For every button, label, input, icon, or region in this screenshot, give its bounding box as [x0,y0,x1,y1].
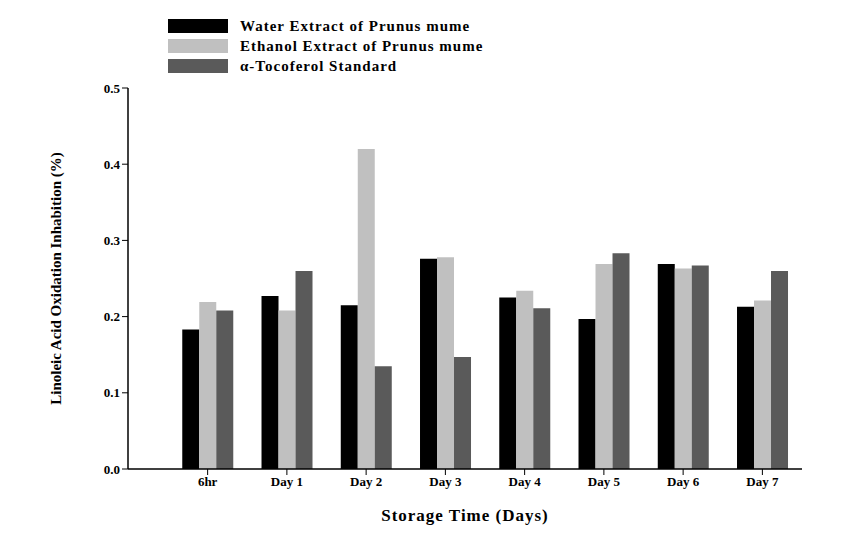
svg-text:Storage Time (Days): Storage Time (Days) [381,506,549,525]
svg-text:0.4: 0.4 [104,157,121,172]
html-text:Ethanol Extract of Prunus mume: Ethanol Extract of Prunus mume [240,37,484,54]
svg-text:Day 5: Day 5 [588,474,621,489]
html-text:Water Extract of Prunus mume: Water Extract of Prunus mume [240,17,471,34]
svg-text:6hr: 6hr [198,474,218,489]
html-text:α-Tocoferol Standard: α-Tocoferol Standard [240,57,398,74]
svg-text:Day 3: Day 3 [429,474,462,489]
svg-text:0.5: 0.5 [104,81,121,96]
svg-text:0.3: 0.3 [104,233,121,248]
svg-text:Linoleic Acid Oxidation Inhabi: Linoleic Acid Oxidation Inhabition (%) [48,152,65,405]
svg-text:Day 2: Day 2 [350,474,382,489]
svg-text:0.2: 0.2 [104,309,120,324]
svg-text:Day 6: Day 6 [667,474,700,489]
svg-text:0.0: 0.0 [104,462,120,477]
svg-text:Day 4: Day 4 [509,474,542,489]
svg-text:0.1: 0.1 [104,385,120,400]
svg-text:Day 7: Day 7 [746,474,779,489]
svg-text:Day 1: Day 1 [271,474,303,489]
